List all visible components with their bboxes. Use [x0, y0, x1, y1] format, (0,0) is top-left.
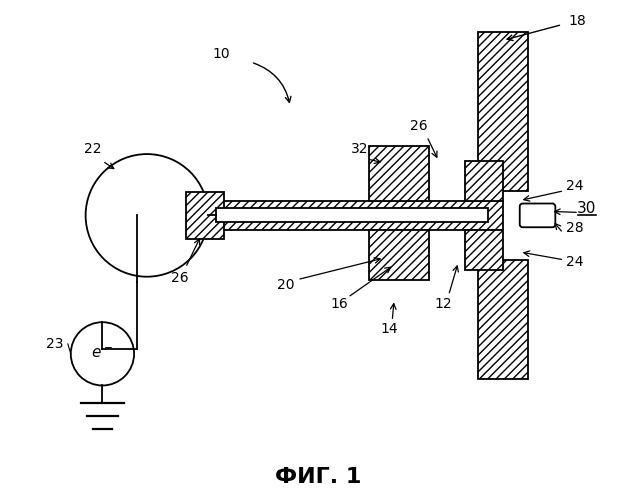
Bar: [466, 161, 503, 200]
Bar: [197, 200, 503, 230]
Text: 14: 14: [380, 322, 398, 336]
Bar: [186, 192, 224, 239]
Text: 18: 18: [568, 14, 586, 28]
Text: 24: 24: [567, 255, 584, 269]
Text: 16: 16: [331, 298, 349, 312]
Text: 12: 12: [435, 298, 452, 312]
Circle shape: [86, 154, 208, 276]
Text: 22: 22: [84, 142, 101, 156]
Text: 32: 32: [351, 142, 368, 156]
Text: 30: 30: [577, 201, 597, 216]
Bar: [478, 260, 528, 378]
Text: 10: 10: [212, 47, 230, 61]
FancyBboxPatch shape: [520, 204, 555, 228]
Circle shape: [71, 322, 134, 386]
Text: 23: 23: [46, 337, 64, 351]
Text: $e^-$: $e^-$: [92, 346, 113, 361]
Bar: [523, 206, 553, 224]
Text: 24: 24: [567, 178, 584, 192]
Bar: [466, 230, 503, 270]
Text: 26: 26: [170, 270, 188, 284]
Text: 20: 20: [277, 278, 294, 291]
Bar: [216, 208, 488, 222]
Bar: [370, 230, 429, 280]
Bar: [370, 146, 429, 201]
Text: ФИГ. 1: ФИГ. 1: [275, 468, 361, 487]
Text: 28: 28: [566, 221, 584, 235]
Text: 26: 26: [410, 120, 427, 134]
Bar: [478, 32, 528, 190]
